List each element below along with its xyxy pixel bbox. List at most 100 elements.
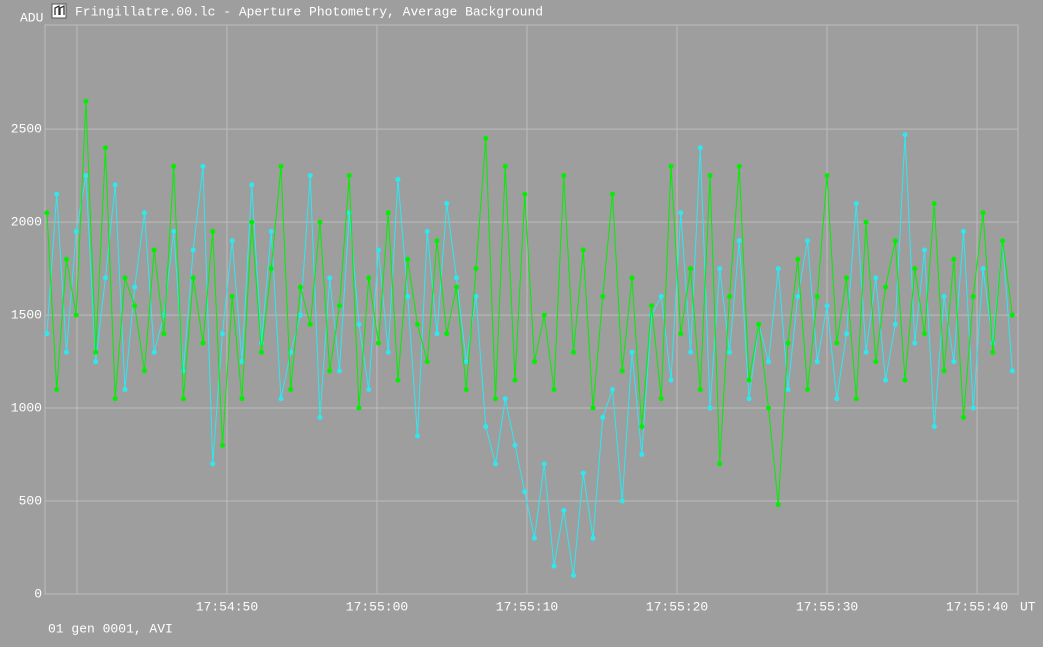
data-point: [278, 163, 284, 169]
data-point: [883, 377, 889, 383]
data-point: [122, 386, 128, 392]
data-point: [102, 275, 108, 281]
x-axis-label: UT: [1020, 599, 1036, 614]
data-point: [727, 293, 733, 299]
data-point: [366, 275, 372, 281]
data-point: [453, 284, 459, 290]
data-point: [775, 502, 781, 508]
data-point: [54, 191, 60, 197]
data-point: [83, 173, 89, 179]
x-tick-label: 17:55:00: [346, 599, 408, 614]
data-point: [200, 340, 206, 346]
data-point: [571, 349, 577, 355]
x-tick-label: 17:55:40: [946, 599, 1008, 614]
data-point: [961, 228, 967, 234]
data-point: [239, 396, 245, 402]
data-point: [922, 247, 928, 253]
data-point: [453, 275, 459, 281]
data-point: [132, 284, 138, 290]
data-point: [834, 340, 840, 346]
data-point: [551, 563, 557, 569]
data-point: [805, 238, 811, 244]
data-point: [941, 293, 947, 299]
data-point: [356, 321, 362, 327]
data-point: [297, 284, 303, 290]
data-point: [297, 312, 303, 318]
data-point: [600, 414, 606, 420]
data-point: [756, 321, 762, 327]
data-point: [444, 201, 450, 207]
data-point: [629, 275, 635, 281]
data-point: [463, 359, 469, 365]
data-point: [258, 349, 264, 355]
data-point: [492, 396, 498, 402]
data-point: [112, 396, 118, 402]
data-point: [414, 433, 420, 439]
data-point: [883, 284, 889, 290]
data-point: [385, 210, 391, 216]
x-tick-label: 17:54:50: [196, 599, 258, 614]
data-point: [171, 163, 177, 169]
data-point: [844, 275, 850, 281]
data-point: [210, 461, 216, 467]
data-point: [483, 135, 489, 141]
data-point: [580, 470, 586, 476]
data-point: [522, 489, 528, 495]
y-tick-label: 0: [34, 586, 42, 601]
data-point: [44, 210, 50, 216]
data-point: [239, 359, 245, 365]
data-point: [649, 303, 655, 309]
data-point: [717, 266, 723, 272]
data-point: [970, 405, 976, 411]
data-point: [512, 377, 518, 383]
data-point: [785, 340, 791, 346]
data-point: [941, 368, 947, 374]
data-point: [346, 173, 352, 179]
series-line: [46, 134, 1013, 576]
data-point: [336, 303, 342, 309]
data-point: [668, 377, 674, 383]
data-point: [697, 386, 703, 392]
data-point: [551, 386, 557, 392]
data-point: [853, 201, 859, 207]
data-point: [766, 405, 772, 411]
data-point: [571, 572, 577, 578]
data-point: [424, 228, 430, 234]
data-point: [73, 312, 79, 318]
y-tick-label: 1500: [11, 308, 42, 323]
data-point: [317, 219, 323, 225]
data-point: [63, 256, 69, 262]
data-point: [902, 132, 908, 138]
data-point: [707, 405, 713, 411]
data-point: [619, 498, 625, 504]
data-point: [590, 535, 596, 541]
data-point: [327, 275, 333, 281]
data-point: [727, 349, 733, 355]
data-point: [336, 368, 342, 374]
data-point: [395, 176, 401, 182]
data-point: [746, 377, 752, 383]
data-point: [171, 228, 177, 234]
data-point: [873, 275, 879, 281]
data-point: [707, 173, 713, 179]
data-point: [697, 145, 703, 151]
data-point: [814, 359, 820, 365]
data-point: [317, 414, 323, 420]
data-point: [639, 452, 645, 458]
y-tick-label: 500: [19, 493, 42, 508]
data-point: [688, 266, 694, 272]
data-point: [746, 396, 752, 402]
data-point: [200, 163, 206, 169]
data-point: [795, 256, 801, 262]
data-point: [93, 359, 99, 365]
data-point: [824, 303, 830, 309]
data-point: [141, 368, 147, 374]
data-point: [834, 396, 840, 402]
data-point: [736, 163, 742, 169]
data-point: [83, 98, 89, 104]
series-line: [46, 101, 1013, 505]
data-point: [190, 247, 196, 253]
y-tick-label: 1000: [11, 400, 42, 415]
y-tick-label: 2500: [11, 122, 42, 137]
data-point: [210, 228, 216, 234]
